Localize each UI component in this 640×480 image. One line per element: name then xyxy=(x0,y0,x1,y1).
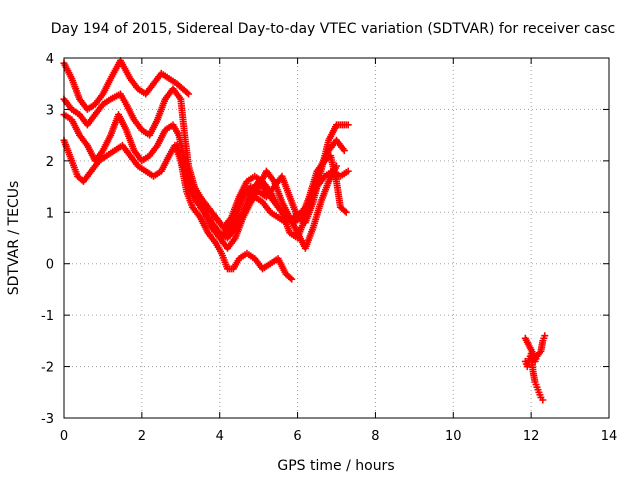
data-point xyxy=(333,162,340,170)
plot-frame xyxy=(63,57,610,419)
data-point xyxy=(288,275,296,283)
x-tick-label: 12 xyxy=(523,429,540,444)
x-tick-label: 0 xyxy=(60,429,68,444)
series-track-f xyxy=(185,121,352,237)
y-tick-label: 0 xyxy=(46,258,54,273)
y-tick-label: 1 xyxy=(46,206,54,221)
x-tick-label: 6 xyxy=(293,429,301,444)
data-series xyxy=(60,57,549,404)
data-point xyxy=(539,396,547,404)
x-tick-label: 14 xyxy=(601,429,618,444)
series-track-i xyxy=(521,350,547,404)
x-tick-label: 10 xyxy=(445,429,462,444)
y-axis-label: SDTVAR / TECUs xyxy=(6,181,22,296)
x-tick-label: 8 xyxy=(371,429,379,444)
data-point xyxy=(344,121,352,129)
x-ticks: 0 2 4 6 8 10 12 14 xyxy=(60,58,617,444)
y-tick-label: -2 xyxy=(41,361,54,376)
y-tick-label: 2 xyxy=(46,155,54,170)
data-point xyxy=(541,332,549,340)
chart-title: Day 194 of 2015, Sidereal Day-to-day VTE… xyxy=(51,21,615,37)
y-tick-label: 3 xyxy=(46,103,54,118)
data-point xyxy=(342,208,350,216)
grid xyxy=(64,58,609,418)
y-tick-label: 4 xyxy=(46,52,54,67)
data-point xyxy=(286,274,294,282)
data-point xyxy=(344,167,352,175)
series-track-a xyxy=(60,57,193,113)
data-point xyxy=(185,90,193,98)
x-tick-label: 4 xyxy=(216,429,224,444)
x-tick-label: 2 xyxy=(138,429,146,444)
y-tick-label: -1 xyxy=(41,309,54,324)
x-axis-label: GPS time / hours xyxy=(277,458,394,474)
data-point xyxy=(183,89,191,97)
series-track-d xyxy=(60,136,296,283)
y-ticks: -3 -2 -1 0 1 2 3 4 xyxy=(41,52,609,427)
data-point xyxy=(341,207,349,215)
series-track-g xyxy=(192,162,340,252)
data-point xyxy=(340,147,348,155)
y-tick-label: -3 xyxy=(41,412,54,427)
